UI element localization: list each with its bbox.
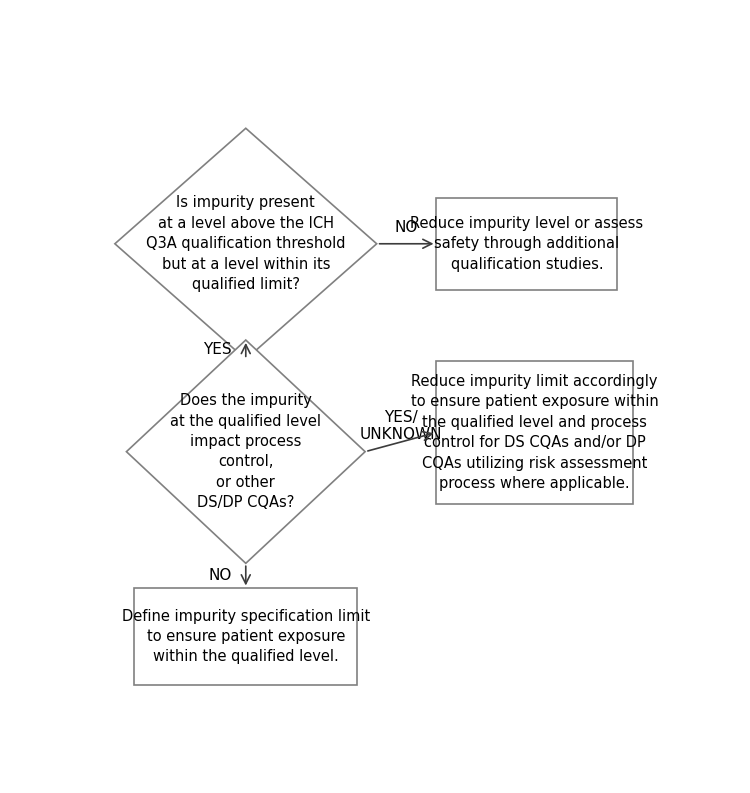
Text: Define impurity specification limit
to ensure patient exposure
within the qualif: Define impurity specification limit to e…: [122, 608, 370, 665]
Text: Is impurity present
at a level above the ICH
Q3A qualification threshold
but at : Is impurity present at a level above the…: [146, 195, 346, 292]
Polygon shape: [115, 128, 376, 359]
Bar: [436, 361, 633, 504]
Text: Does the impurity
at the qualified level
impact process
control,
or other
DS/DP : Does the impurity at the qualified level…: [170, 393, 321, 510]
Text: NO: NO: [394, 220, 418, 235]
Bar: [134, 588, 358, 684]
Text: Reduce impurity limit accordingly
to ensure patient exposure within
the qualifie: Reduce impurity limit accordingly to ens…: [411, 374, 658, 491]
Text: YES: YES: [203, 342, 232, 357]
Bar: [436, 197, 617, 290]
Text: YES/
UNKNOWN: YES/ UNKNOWN: [359, 410, 442, 442]
Polygon shape: [127, 340, 365, 563]
Text: Reduce impurity level or assess
safety through additional
qualification studies.: Reduce impurity level or assess safety t…: [410, 216, 644, 272]
Text: NO: NO: [209, 569, 232, 584]
